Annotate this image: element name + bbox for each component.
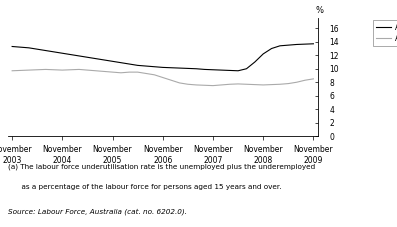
Line: Australian Capital Territory: Australian Capital Territory <box>12 69 313 86</box>
Australian Capital Territory <box>311 77 316 80</box>
Australia <box>177 67 182 69</box>
Australian Capital Territory <box>269 83 274 86</box>
Australia <box>93 57 98 60</box>
Australia <box>303 43 307 45</box>
Text: Source: Labour Force, Australia (cat. no. 6202.0).: Source: Labour Force, Australia (cat. no… <box>8 209 187 215</box>
Australia <box>77 54 81 57</box>
Australia <box>68 53 73 56</box>
Australia <box>18 46 23 49</box>
Australian Capital Territory <box>227 83 232 86</box>
Australian Capital Territory <box>210 84 215 87</box>
Australia <box>52 51 56 53</box>
Australia <box>269 47 274 50</box>
Australian Capital Territory <box>202 84 207 87</box>
Australian Capital Territory <box>194 84 198 86</box>
Australian Capital Territory <box>185 83 190 86</box>
Australia <box>144 65 148 67</box>
Australia <box>311 42 316 45</box>
Australian Capital Territory <box>278 83 282 86</box>
Australian Capital Territory <box>93 69 98 72</box>
Australia <box>102 59 106 61</box>
Australian Capital Territory <box>219 84 224 86</box>
Australia <box>286 44 291 47</box>
Australian Capital Territory <box>286 82 291 85</box>
Australia <box>27 47 31 49</box>
Australia <box>135 64 140 67</box>
Australian Capital Territory <box>160 76 165 79</box>
Australia <box>219 69 224 72</box>
Australia <box>294 43 299 46</box>
Australian Capital Territory <box>252 83 257 86</box>
Australia <box>210 68 215 71</box>
Australian Capital Territory <box>10 69 15 72</box>
Australian Capital Territory <box>127 71 132 74</box>
Australian Capital Territory <box>102 70 106 73</box>
Australian Capital Territory <box>85 69 90 72</box>
Australian Capital Territory <box>77 68 81 71</box>
Australia <box>252 61 257 63</box>
Australian Capital Territory <box>294 81 299 84</box>
Text: (a) The labour force underutilisation rate is the unemployed plus the underemplo: (a) The labour force underutilisation ra… <box>8 163 315 170</box>
Australian Capital Territory <box>60 69 65 72</box>
Australian Capital Territory <box>135 71 140 74</box>
Australia <box>85 56 90 59</box>
Australia <box>194 67 198 70</box>
Australian Capital Territory <box>303 79 307 81</box>
Australia <box>227 69 232 72</box>
Australia <box>185 67 190 70</box>
Australia <box>278 44 282 47</box>
Australia <box>236 69 241 72</box>
Australia <box>127 63 132 65</box>
Australian Capital Territory <box>52 68 56 71</box>
Australia <box>43 49 48 52</box>
Australian Capital Territory <box>261 84 266 86</box>
Australia <box>202 68 207 71</box>
Australia <box>152 65 157 68</box>
Australian Capital Territory <box>110 71 115 74</box>
Australia <box>160 66 165 69</box>
Australian Capital Territory <box>43 68 48 71</box>
Australian Capital Territory <box>27 69 31 72</box>
Australia <box>35 48 40 51</box>
Text: as a percentage of the labour force for persons aged 15 years and over.: as a percentage of the labour force for … <box>8 184 281 190</box>
Australia <box>119 61 123 64</box>
Australia <box>169 66 173 69</box>
Australian Capital Territory <box>18 69 23 72</box>
Australian Capital Territory <box>177 81 182 84</box>
Australian Capital Territory <box>152 74 157 76</box>
Australia <box>110 60 115 63</box>
Legend: Australia, Australian Capital Territory: Australia, Australian Capital Territory <box>373 20 397 46</box>
Australian Capital Territory <box>236 83 241 85</box>
Australian Capital Territory <box>144 72 148 75</box>
Australia <box>60 52 65 55</box>
Australia <box>244 67 249 70</box>
Australian Capital Territory <box>35 68 40 71</box>
Line: Australia: Australia <box>12 44 313 71</box>
Australian Capital Territory <box>68 68 73 71</box>
Australian Capital Territory <box>244 83 249 86</box>
Australia <box>261 52 266 55</box>
Australian Capital Territory <box>119 72 123 74</box>
Australian Capital Territory <box>169 79 173 81</box>
Text: %: % <box>316 6 324 15</box>
Australia <box>10 45 15 48</box>
